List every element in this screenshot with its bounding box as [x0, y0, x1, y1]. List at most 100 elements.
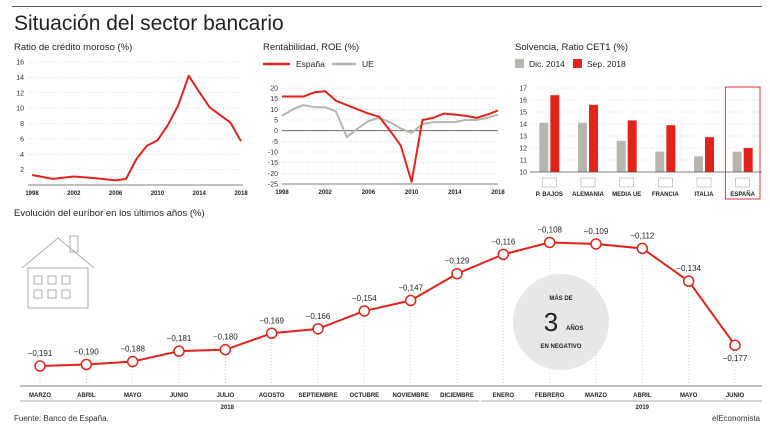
y-tick-label: 10: [270, 107, 278, 114]
euribor-point: [404, 294, 417, 307]
y-tick-label: 5: [274, 118, 278, 125]
page-title: Situación del sector bancario: [14, 12, 284, 35]
bar-dic2014: [732, 151, 742, 172]
top-rule: [12, 6, 762, 7]
euribor-point: [451, 267, 463, 280]
y-tick-label: 8: [20, 121, 24, 128]
euribor-point: [312, 323, 324, 335]
data-label: −0,129: [445, 257, 470, 266]
house-window: [33, 289, 43, 299]
y-tick-label: 6: [20, 136, 24, 143]
y-tick-label: -15: [268, 160, 278, 167]
morosidad-subtitle: Ratio de crédito moroso (%): [14, 42, 133, 53]
month-label: MARZO: [29, 393, 51, 399]
x-tick-label: 2018: [491, 190, 505, 196]
x-tick-label: 2014: [448, 190, 462, 196]
roe-subtitle: Rentabilidad, ROE (%): [263, 42, 360, 53]
euribor-point: [358, 305, 371, 317]
legend-label-dic2014: Dic. 2014: [529, 59, 565, 69]
data-label: −0,169: [259, 316, 284, 325]
y-tick-label: 10: [16, 106, 24, 113]
month-label: MAYO: [680, 393, 698, 399]
bar-sep2018: [743, 148, 753, 172]
month-label: AGOSTO: [259, 393, 285, 399]
roe-line-espana: [282, 90, 499, 183]
x-tick-label: 1998: [25, 191, 39, 197]
y-tick-label: 2: [20, 167, 24, 174]
cet1-chart: Dic. 2014 Sep. 2018 10 11 12 13 14 15 16 17 P. BAJ…: [515, 59, 762, 200]
y-tick-label: 16: [16, 60, 24, 67]
data-label: −0,147: [398, 284, 423, 293]
y-tick-label: 15: [270, 96, 278, 103]
category-label: FRANCIA: [652, 192, 680, 198]
category-label: P. BAJOS: [536, 192, 563, 198]
data-label: −0,191: [28, 349, 53, 358]
flag-frame: [542, 177, 557, 188]
data-label: −0,109: [584, 227, 609, 236]
euribor-subtitle: Evolución del euríbor en los últimos año…: [14, 208, 205, 219]
house-chimney: [69, 235, 79, 253]
y-tick-label: -5: [272, 139, 278, 146]
annotation-top: MÁS DE: [549, 295, 572, 302]
y-tick-label: 11: [520, 158, 527, 165]
flag-frame: [735, 177, 750, 188]
euribor-point: [173, 345, 185, 357]
x-tick-label: 2018: [234, 191, 248, 197]
y-tick-label: 0: [274, 128, 278, 135]
house-window: [33, 275, 43, 285]
category-label: ALEMANIA: [572, 192, 604, 198]
month-label: OCTUBRE: [349, 393, 379, 399]
flag-icon: [658, 177, 673, 188]
data-label: −0,181: [167, 334, 192, 343]
euribor-point: [126, 355, 139, 368]
euribor-point: [590, 238, 602, 250]
source-note: Fuente: Banco de España.: [14, 414, 109, 423]
euribor-chart: MÁS DE 3 AÑOS EN NEGATIVO −0,191 MARZO −0,190 A…: [20, 225, 762, 411]
euribor-point: [219, 343, 232, 356]
annotation-bottom: EN NEGATIVO: [541, 344, 582, 350]
month-label: ABRIL: [633, 393, 652, 399]
bar-sep2018: [589, 104, 598, 172]
month-label: MAYO: [124, 393, 142, 399]
data-label: −0,166: [306, 312, 331, 321]
y-tick-label: 15: [519, 110, 527, 117]
house-window: [61, 275, 71, 285]
data-label: −0,180: [213, 333, 238, 342]
year-label-2019: 2019: [636, 405, 650, 411]
house-roof: [21, 237, 95, 269]
flag-icon: [542, 177, 557, 188]
month-label: NOVIEMBRE: [392, 393, 428, 399]
annotation-unit: AÑOS: [566, 325, 583, 332]
morosidad-line: [31, 74, 242, 182]
bar-dic2014: [694, 156, 703, 172]
y-tick-label: 13: [519, 134, 527, 141]
y-tick-label: 4: [20, 152, 24, 159]
month-label: MARZO: [585, 393, 607, 399]
y-tick-label: 17: [519, 86, 527, 93]
bar-sep2018: [666, 125, 676, 172]
y-tick-label: -25: [268, 182, 278, 189]
y-tick-label: 16: [519, 98, 527, 105]
annotation-circle: [513, 274, 609, 370]
y-tick-label: 14: [519, 122, 527, 129]
legend-label-espana: España: [296, 59, 325, 69]
house-window: [61, 289, 71, 299]
year-label-2018: 2018: [221, 405, 235, 411]
euribor-point: [265, 327, 278, 340]
data-label: −0,112: [630, 231, 655, 240]
legend-swatch-sep2018: [573, 59, 582, 68]
month-label: JULIO: [216, 393, 234, 399]
house-window: [47, 275, 57, 285]
data-label: −0,190: [74, 348, 99, 357]
x-tick-label: 1998: [275, 190, 289, 196]
euribor-point: [682, 275, 695, 287]
y-tick-label: -20: [268, 171, 278, 178]
euribor-point: [34, 360, 46, 372]
y-tick-label: 10: [519, 170, 527, 177]
month-label: DICIEMBRE: [440, 393, 474, 399]
x-tick-label: 2006: [362, 190, 376, 196]
y-tick-label: 20: [270, 86, 278, 93]
house-window: [47, 289, 57, 299]
